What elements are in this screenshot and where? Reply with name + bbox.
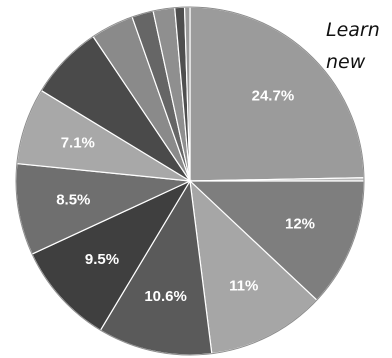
pie-slice-label-1: 24.7% xyxy=(252,88,295,105)
pie-slice-label-7: 8.5% xyxy=(56,192,90,209)
pie-slice-label-8: 7.1% xyxy=(61,134,95,151)
pie-slice-label-4: 11% xyxy=(229,277,258,294)
pie-slice-label-5: 10.6% xyxy=(144,288,187,305)
pie-slice-labels: 24.7% 12% 11% 10.6% 9.5% 8.5% 7.1% xyxy=(56,88,315,305)
pie-outline xyxy=(15,6,365,356)
pie-slice-label-3: 12% xyxy=(285,216,315,233)
side-text-line-2: new xyxy=(326,51,366,73)
side-text-line-1: Learn xyxy=(326,19,380,41)
pie-slices xyxy=(15,6,365,356)
pie-slice-label-6: 9.5% xyxy=(85,251,119,268)
side-text: Learn new xyxy=(326,14,380,78)
